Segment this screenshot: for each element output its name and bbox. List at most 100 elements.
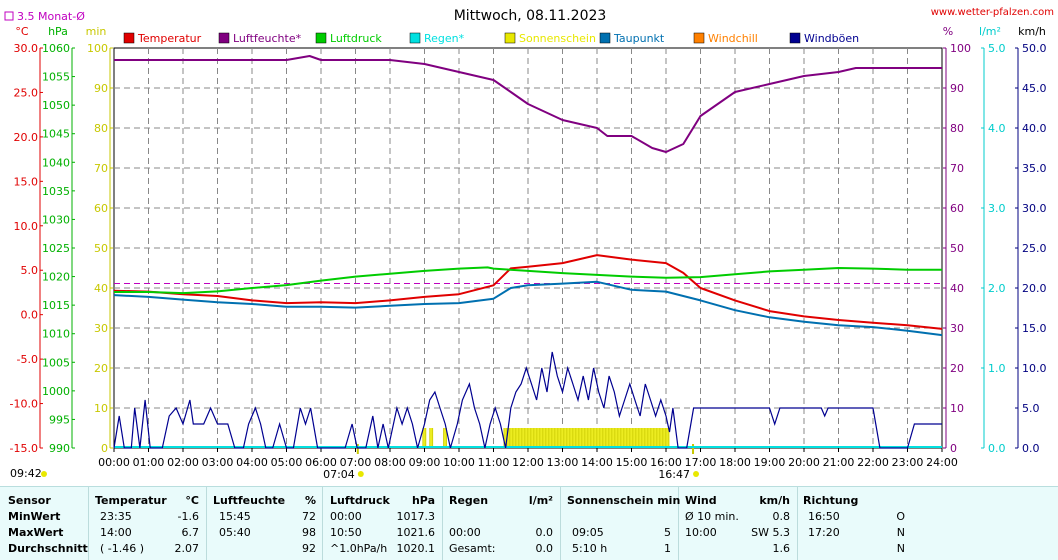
- x-tick-label: 21:00: [823, 456, 855, 469]
- wind-value: 1.6: [772, 542, 791, 555]
- sunshine-bar: [422, 428, 427, 448]
- legend-label: Luftfeuchte*: [233, 32, 302, 45]
- press-unit-label: hPa: [48, 25, 68, 38]
- hum-tick-label: 10: [950, 402, 964, 415]
- header-wind-unit: km/h: [759, 494, 790, 507]
- table-divider: [206, 487, 207, 560]
- header-sensor: Sensor: [8, 494, 51, 507]
- wind-tick-label: 10.0: [1022, 362, 1047, 375]
- legend-swatch: [123, 32, 135, 44]
- hum-tick-label: 0: [950, 442, 957, 455]
- legend-label: Temperatur: [137, 32, 202, 45]
- press-tick-label: 1055: [42, 71, 70, 84]
- rain-tick-label: 5.0: [988, 42, 1006, 55]
- wind-value: SW 5.3: [751, 526, 790, 539]
- x-tick-label: 18:00: [719, 456, 751, 469]
- x-tick-label: 12:00: [512, 456, 544, 469]
- temp-tick-label: 5.0: [21, 264, 39, 277]
- hum-value: 92: [302, 542, 316, 555]
- x-tick-label: 17:00: [685, 456, 717, 469]
- rain-time: 00:00: [449, 526, 481, 539]
- minutes-tick-label: 90: [94, 82, 108, 95]
- hum-tick-label: 60: [950, 202, 964, 215]
- wind-tick-label: 35.0: [1022, 162, 1047, 175]
- x-tick-label: 06:00: [305, 456, 337, 469]
- header-temperatur: Temperatur: [95, 494, 167, 507]
- header-sonnenschein: Sonnenschein min: [567, 494, 681, 507]
- hum-time: 15:45: [219, 510, 251, 523]
- wind-time: 10:00: [685, 526, 717, 539]
- x-tick-label: 02:00: [167, 456, 199, 469]
- x-tick-label: 00:00: [98, 456, 130, 469]
- sun-value: 1: [664, 542, 671, 555]
- legend-label: Taupunkt: [613, 32, 665, 45]
- press-tick-label: 1050: [42, 99, 70, 112]
- wind-tick-label: 40.0: [1022, 122, 1047, 135]
- legend-swatch: [315, 32, 327, 44]
- x-tick-label: 08:00: [374, 456, 406, 469]
- row-label: MaxWert: [8, 526, 64, 539]
- temp-tick-label: -10.0: [10, 398, 38, 411]
- sunshine-bar: [443, 428, 447, 448]
- header-wind: Wind: [685, 494, 717, 507]
- weather-chart: 00:00 01:00 02:00 03:00 04:00 05:00 06:00 07:00…: [4, 7, 1054, 481]
- hum-tick-label: 70: [950, 162, 964, 175]
- chart-grid: [113, 47, 943, 449]
- direction-time: 17:20: [808, 526, 840, 539]
- x-tick-label: 15:00: [616, 456, 648, 469]
- minutes-unit-label: min: [86, 25, 107, 38]
- x-tick-label: 14:00: [581, 456, 613, 469]
- chart-series: [113, 55, 943, 449]
- rain-tick-label: 1.0: [988, 362, 1006, 375]
- header-rain-unit: l/m²: [528, 494, 553, 507]
- direction-value: O: [896, 510, 905, 523]
- temp-tick-label: 10.0: [14, 220, 39, 233]
- chart-title: Mittwoch, 08.11.2023: [454, 8, 607, 24]
- avg-marker-icon: [4, 11, 14, 21]
- temp-time: ( -1.46 ): [100, 542, 145, 555]
- press-tick-label: 1030: [42, 213, 70, 226]
- press-tick-label: 995: [49, 413, 70, 426]
- legend-swatch: [504, 32, 516, 44]
- legend-label: Windchill: [708, 32, 758, 45]
- sunrise-icon: [357, 471, 364, 477]
- press-time: 00:00: [330, 510, 362, 523]
- x-tick-label: 04:00: [236, 456, 268, 469]
- rain-value: 0.0: [535, 542, 554, 555]
- sunrise-label: 07:04: [323, 468, 355, 481]
- press-tick-label: 1000: [42, 385, 70, 398]
- x-tick-label: 11:00: [478, 456, 510, 469]
- legend-swatch: [693, 32, 705, 44]
- hum-tick-label: 20: [950, 362, 964, 375]
- wind-gust-line: [113, 351, 942, 449]
- sun-time: 09:05: [572, 526, 604, 539]
- table-divider: [797, 487, 798, 560]
- hum-tick-label: 100: [950, 42, 971, 55]
- minutes-tick-label: 60: [94, 202, 108, 215]
- legend-swatch: [218, 32, 230, 44]
- legend-swatch: [409, 32, 421, 44]
- row-label: Durchschnitt: [8, 542, 88, 555]
- x-tick-label: 13:00: [547, 456, 579, 469]
- temp-value: 6.7: [181, 526, 200, 539]
- minutes-tick-label: 70: [94, 162, 108, 175]
- minutes-tick-label: 100: [87, 42, 108, 55]
- hum-time: 05:40: [219, 526, 251, 539]
- press-tick-label: 1040: [42, 156, 70, 169]
- press-tick-label: 1045: [42, 128, 70, 141]
- wind-value: 0.8: [772, 510, 791, 523]
- temp-tick-label: -5.0: [17, 353, 38, 366]
- press-time: 10:50: [330, 526, 362, 539]
- source-link[interactable]: www.wetter-pfalzen.com: [931, 7, 1054, 18]
- sun-time: 5:10 h: [572, 542, 608, 555]
- temp-tick-label: 20.0: [14, 131, 39, 144]
- x-tick-label: 09:00: [409, 456, 441, 469]
- press-tick-label: 1020: [42, 271, 70, 284]
- x-tick-label: 23:00: [892, 456, 924, 469]
- hum-tick-label: 90: [950, 82, 964, 95]
- hum-tick-label: 50: [950, 242, 964, 255]
- direction-value: N: [896, 542, 905, 555]
- header-richtung: Richtung: [803, 494, 859, 507]
- wind-tick-label: 15.0: [1022, 322, 1047, 335]
- header-regen: Regen: [449, 494, 489, 507]
